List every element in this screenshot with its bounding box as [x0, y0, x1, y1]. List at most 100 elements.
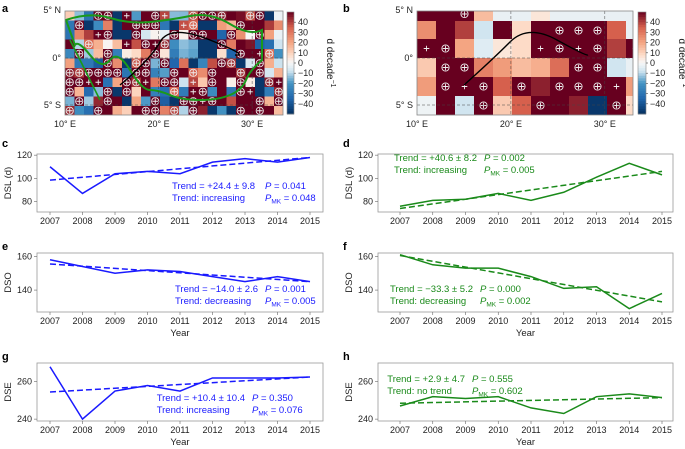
colorbar-segment [638, 42, 646, 46]
p-symbol: P [484, 153, 491, 164]
significance-circle-marker [227, 59, 236, 68]
significance-plus-marker [66, 79, 73, 86]
significance-plus-marker [142, 107, 149, 114]
colorbar-segment [287, 29, 294, 33]
grid-cell [417, 21, 436, 40]
significance-circle-marker [141, 68, 150, 77]
p-value: = 0.002 [490, 153, 525, 164]
significance-circle-marker [170, 68, 179, 77]
pmk-value-text: PMK = 0.005 [484, 165, 535, 178]
significance-plus-marker [556, 83, 563, 90]
colorbar-segment [638, 27, 646, 31]
grid-cell [84, 96, 94, 107]
p-symbol: P [265, 284, 272, 295]
significance-plus-marker [152, 107, 159, 114]
significance-plus-marker [171, 107, 178, 114]
y-axis-label: DSE [3, 382, 14, 402]
significance-circle-marker [160, 40, 169, 49]
grid-cell [112, 30, 123, 40]
significance-plus-marker [66, 88, 73, 95]
significance-plus-marker [114, 69, 121, 76]
p-symbol: P [265, 181, 272, 192]
grid-cell [84, 30, 94, 40]
grid-cell [84, 87, 94, 97]
x-tick-label: 2013 [235, 425, 255, 435]
significance-plus-marker [556, 27, 563, 34]
grid-cell [274, 30, 283, 40]
panel-letter-f: f [343, 241, 347, 253]
colorbar-segment [287, 108, 294, 112]
grid-cell [160, 20, 170, 31]
significance-plus-marker [104, 31, 111, 38]
significance-circle-marker [555, 26, 564, 35]
x-tick-label: 2012 [554, 216, 574, 226]
grid-cell [74, 58, 85, 69]
colorbar-segment [287, 93, 294, 97]
pmk-value-text: PMK = 0.602 [472, 386, 523, 399]
grid-cell [131, 106, 142, 115]
grid-cell [179, 49, 189, 59]
pmk-value: = 0.602 [488, 386, 523, 397]
significance-circle-marker [265, 49, 274, 58]
grid-cell [264, 30, 275, 40]
grid-cell [217, 96, 227, 107]
grid-cell [84, 58, 94, 69]
y-tick-label: 120 [17, 150, 32, 160]
pmk-subscript: MK [271, 199, 281, 206]
significance-plus-marker [152, 12, 159, 19]
grid-cell [179, 106, 189, 115]
lon-label: 10° E [54, 119, 76, 129]
grid-cell [131, 96, 142, 107]
lon-label: 10° E [406, 119, 428, 129]
pmk-symbol: P [252, 405, 259, 416]
grid-cell [531, 77, 550, 96]
colorbar-tick-label: −30 [298, 89, 313, 99]
grid-cell [188, 49, 199, 59]
colorbar-segment [638, 75, 646, 79]
significance-plus-marker [171, 88, 178, 95]
pmk-subscript: MK [490, 171, 500, 178]
y-tick-label: 80 [363, 197, 373, 207]
grid-cell [198, 39, 208, 50]
pmk-value-text: PMK = 0.002 [480, 296, 531, 309]
grid-cell [436, 96, 455, 115]
colorbar-segment [638, 111, 646, 115]
grid-cell [226, 87, 237, 97]
grid-cell [122, 106, 132, 115]
y-tick-label: 240 [17, 414, 32, 424]
significance-circle-marker [189, 68, 198, 77]
significance-circle-marker [217, 40, 226, 49]
colorbar-segment [287, 34, 294, 38]
x-axis-label: Year [516, 328, 535, 339]
significance-circle-marker [160, 59, 169, 68]
colorbar-segment [287, 14, 294, 18]
grid-cell [569, 11, 588, 21]
colorbar-segment [287, 75, 294, 79]
panel-letter-h: h [343, 351, 350, 363]
grid-cell [255, 39, 265, 50]
grid-cell [255, 77, 265, 88]
colorbar-segment [638, 101, 646, 105]
significance-circle-marker [103, 30, 112, 39]
significance-circle-marker [208, 68, 217, 77]
x-tick-label: 2009 [455, 216, 475, 226]
y-tick-label: 100 [17, 173, 32, 183]
grid-cell [217, 68, 227, 78]
significance-plus-marker [85, 41, 92, 48]
colorbar-segment [638, 47, 646, 51]
grid-cell [236, 58, 246, 69]
grid-cell [141, 49, 151, 59]
grid-cell [198, 20, 208, 31]
significance-plus-marker [95, 31, 102, 38]
significance-plus-marker [171, 79, 178, 86]
significance-circle-marker [151, 11, 160, 20]
grid-cell [169, 20, 180, 31]
lat-label: 5° N [395, 5, 413, 15]
significance-circle-marker [593, 63, 602, 72]
grid-cell [160, 49, 170, 59]
significance-plus-marker [161, 79, 168, 86]
significance-plus-marker [266, 50, 273, 57]
colorbar-segment [287, 96, 294, 100]
colorbar-segment [638, 40, 646, 43]
significance-plus-marker [190, 107, 197, 114]
